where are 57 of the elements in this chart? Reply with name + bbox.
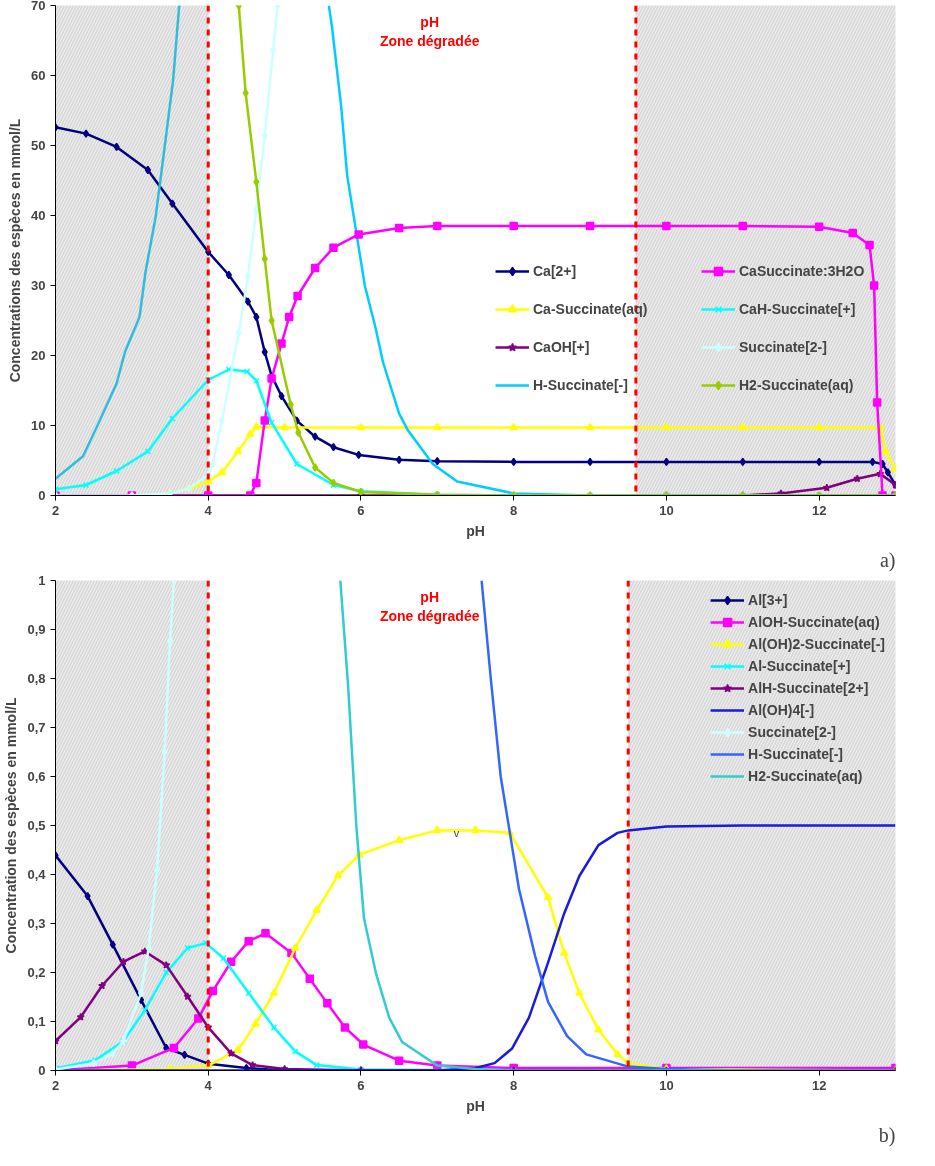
y-tick-label: 0,2 <box>27 965 46 980</box>
legend-label: H-Succinate[-] <box>533 376 629 394</box>
legend-label: Al-Succinate[+] <box>748 657 851 675</box>
y-tick-label: 30 <box>31 278 46 293</box>
text: a) <box>879 548 896 572</box>
y-tick-label: 10 <box>31 418 46 433</box>
legend-label: CaH-Succinate[+] <box>739 300 857 318</box>
y-tick-label: 0 <box>38 488 46 503</box>
x-axis-title: pH <box>466 522 485 539</box>
y-axis-title: Concentration des espèces en mmol/L <box>3 697 20 954</box>
y-tick-label: 0,9 <box>27 622 46 637</box>
annotation: pH Zone dégradée <box>379 588 480 624</box>
legend-label: H2-Succinate(aq) <box>739 376 855 394</box>
y-tick-label: 0,3 <box>27 916 46 931</box>
y-tick-label: 0,1 <box>27 1014 46 1029</box>
y-tick-label: 0,5 <box>27 818 46 833</box>
y-tick-label: 0,4 <box>27 867 47 882</box>
y-tick-label: 0 <box>38 1063 46 1078</box>
y-tick-label: 20 <box>31 348 46 363</box>
y-tick-label: 60 <box>31 68 46 83</box>
y-tick-label: 1 <box>38 573 46 588</box>
legend-label: CaOH[+] <box>533 338 591 356</box>
annotation: pH Zone dégradée <box>379 13 480 49</box>
y-tick-label: 0,8 <box>27 671 46 686</box>
x-tick-label: 10 <box>659 502 674 518</box>
legend-label: Succinate[2-] <box>748 723 837 741</box>
legend-label: H-Succinate[-] <box>748 745 843 763</box>
x-tick-label: 6 <box>357 1077 365 1093</box>
legend-label: Al[3+] <box>748 591 788 609</box>
legend-label: H2-Succinate(aq) <box>748 767 863 785</box>
x-tick-label: 6 <box>357 502 365 518</box>
legend-label: Succinate[2-] <box>739 338 828 356</box>
x-tick-label: 4 <box>204 502 213 518</box>
x-tick-label: 8 <box>510 1077 518 1093</box>
y-tick-label: 0,7 <box>27 720 46 735</box>
x-tick-label: 12 <box>811 502 827 518</box>
legend-label: AlH-Succinate[2+] <box>748 679 869 697</box>
x-tick-label: 2 <box>51 502 60 518</box>
y-tick-label: 50 <box>31 138 46 153</box>
legend-label: AlOH-Succinate(aq) <box>748 613 880 631</box>
x-tick-label: 12 <box>811 1077 827 1093</box>
legend-label: Ca-Succinate(aq) <box>533 300 649 318</box>
x-tick-label: 4 <box>204 1077 213 1093</box>
legend-label: Ca[2+] <box>533 262 578 280</box>
text: b) <box>878 1123 896 1147</box>
legend-label: Al(OH)4[-] <box>748 701 815 719</box>
y-tick-label: 70 <box>31 0 46 13</box>
x-tick-label: 10 <box>659 1077 674 1093</box>
y-tick-label: 40 <box>31 208 46 223</box>
x-tick-label: 2 <box>51 1077 60 1093</box>
x-axis-title: pH <box>466 1097 485 1114</box>
legend-label: CaSuccinate:3H2O <box>739 262 866 280</box>
y-axis-title: Concentrations des espèces en mmol/L <box>7 118 24 383</box>
legend-label: Al(OH)2-Succinate[-] <box>748 635 885 653</box>
annotation: v <box>453 826 460 839</box>
y-tick-label: 0,6 <box>27 769 46 784</box>
x-tick-label: 8 <box>510 502 518 518</box>
